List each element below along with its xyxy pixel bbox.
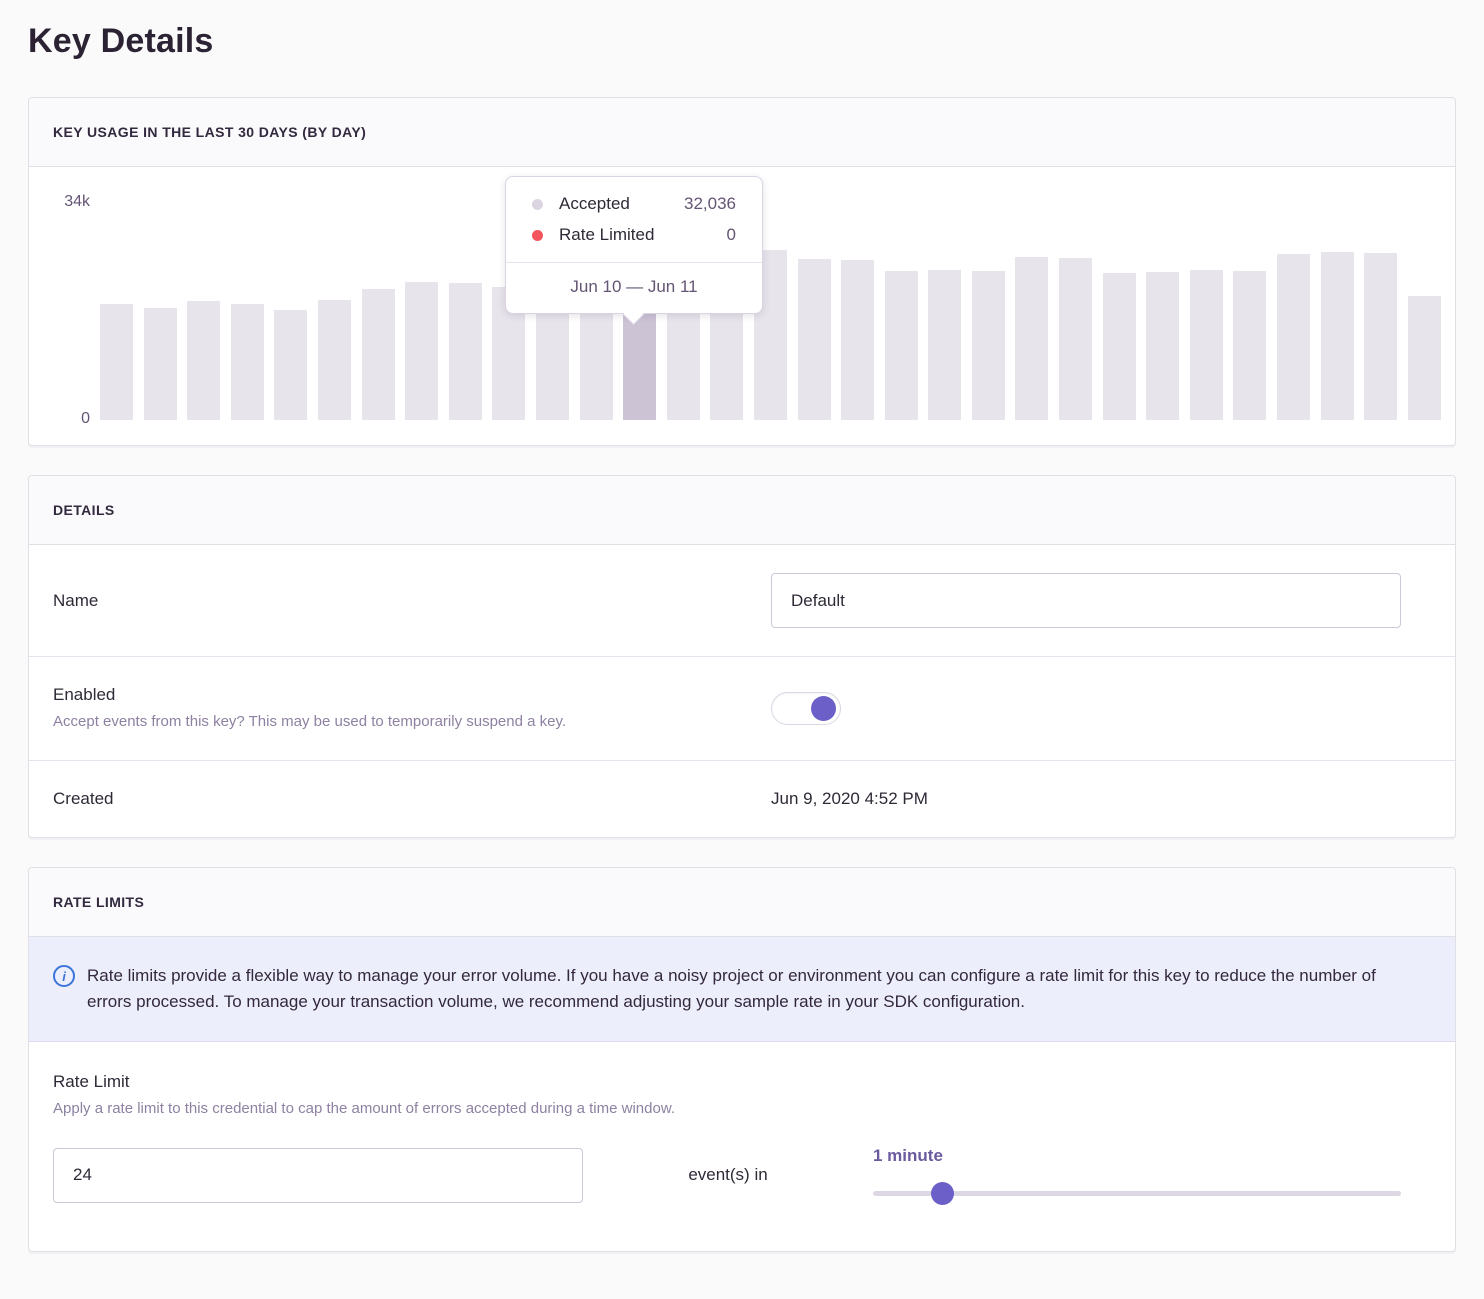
- rate-limit-count-input[interactable]: [53, 1147, 583, 1203]
- chart-bar[interactable]: [928, 270, 962, 420]
- enabled-help: Accept events from this key? This may be…: [53, 713, 567, 730]
- rate-limit-window-label: 1 minute: [873, 1145, 943, 1165]
- chart-bar[interactable]: [1407, 296, 1441, 420]
- rate-limits-info-alert: i Rate limits provide a flexible way to …: [29, 937, 1455, 1043]
- tooltip-legend: Accepted 32,036 Rate Limited 0: [506, 177, 762, 262]
- name-label: Name: [53, 590, 99, 610]
- tooltip-row-accepted: Accepted 32,036: [532, 194, 736, 214]
- usage-chart: 34k 0 Accepted 32,036 Rate Limited 0 Jun…: [29, 167, 1455, 445]
- rate-limits-alert-text: Rate limits provide a flexible way to ma…: [87, 966, 1376, 1012]
- rate-limit-help: Apply a rate limit to this credential to…: [53, 1100, 675, 1118]
- created-value: Jun 9, 2020 4:52 PM: [771, 789, 928, 809]
- rate-limited-dot-icon: [532, 229, 543, 241]
- chart-bar[interactable]: [1015, 257, 1049, 420]
- chart-bar[interactable]: [230, 304, 264, 420]
- enabled-label: Enabled: [53, 685, 116, 704]
- tooltip-divider: [506, 262, 762, 263]
- usage-panel-title: KEY USAGE IN THE LAST 30 DAYS (BY DAY): [29, 98, 1455, 167]
- chart-bar[interactable]: [1364, 253, 1398, 420]
- enabled-toggle[interactable]: [771, 692, 841, 726]
- rate-limits-panel: RATE LIMITS i Rate limits provide a flex…: [28, 867, 1456, 1252]
- chart-bar[interactable]: [274, 310, 308, 420]
- chart-bar[interactable]: [361, 289, 395, 420]
- chart-bar[interactable]: [971, 271, 1005, 420]
- y-axis-min-label: 0: [81, 410, 90, 427]
- tooltip-rate-limited-value: 0: [726, 225, 736, 244]
- tooltip-accepted-value: 32,036: [684, 194, 736, 213]
- chart-bar[interactable]: [797, 259, 831, 420]
- chart-bar[interactable]: [1320, 252, 1354, 420]
- enabled-row: Enabled Accept events from this key? Thi…: [29, 657, 1455, 762]
- chart-bar[interactable]: [1277, 254, 1311, 420]
- chart-bar[interactable]: [405, 282, 439, 420]
- slider-track[interactable]: [873, 1190, 1401, 1196]
- chart-bar[interactable]: [448, 283, 482, 420]
- rate-limit-field: Rate Limit Apply a rate limit to this cr…: [29, 1042, 1455, 1250]
- chart-bar[interactable]: [187, 301, 221, 420]
- page-title: Key Details: [28, 22, 214, 60]
- chart-bar[interactable]: [1233, 271, 1267, 420]
- chart-bar[interactable]: [1059, 258, 1093, 420]
- chart-bar[interactable]: [1189, 270, 1223, 420]
- name-input[interactable]: [771, 573, 1401, 628]
- rate-limit-label: Rate Limit: [53, 1072, 130, 1092]
- y-axis-max-label: 34k: [64, 193, 90, 210]
- chart-bar[interactable]: [143, 308, 177, 420]
- chart-bar[interactable]: [100, 304, 133, 420]
- tooltip-accepted-label: Accepted: [559, 194, 630, 213]
- chart-tooltip: Accepted 32,036 Rate Limited 0 Jun 10 — …: [505, 176, 763, 325]
- usage-panel: KEY USAGE IN THE LAST 30 DAYS (BY DAY) 3…: [28, 97, 1456, 446]
- tooltip-row-rate-limited: Rate Limited 0: [532, 225, 736, 245]
- bar-chart: [100, 203, 1441, 420]
- name-row: Name: [29, 545, 1455, 657]
- chart-bar[interactable]: [1102, 273, 1136, 420]
- rate-limit-controls: event(s) in 1 minute: [53, 1146, 1401, 1205]
- slider-knob[interactable]: [930, 1181, 954, 1205]
- details-panel-title: DETAILS: [29, 476, 1455, 545]
- rate-limit-connector-text: event(s) in: [688, 1165, 768, 1184]
- info-icon: i: [53, 965, 75, 988]
- tooltip-rate-limited-label: Rate Limited: [559, 225, 655, 244]
- rate-limit-slider[interactable]: [873, 1181, 1401, 1205]
- details-panel: DETAILS Name Enabled Accept events from …: [28, 475, 1456, 839]
- created-row: Created Jun 9, 2020 4:52 PM: [29, 761, 1455, 837]
- chart-bar[interactable]: [884, 271, 918, 420]
- created-label: Created: [53, 789, 114, 809]
- accepted-dot-icon: [532, 198, 543, 210]
- rate-limit-window-slider-block: 1 minute: [873, 1146, 1401, 1205]
- chart-bar[interactable]: [841, 260, 875, 420]
- tooltip-date-range: Jun 10 — Jun 11: [570, 277, 698, 296]
- rate-limits-panel-title: RATE LIMITS: [29, 868, 1455, 938]
- chart-bar[interactable]: [317, 300, 351, 420]
- chart-bar[interactable]: [1146, 272, 1180, 420]
- toggle-knob-icon: [811, 696, 836, 722]
